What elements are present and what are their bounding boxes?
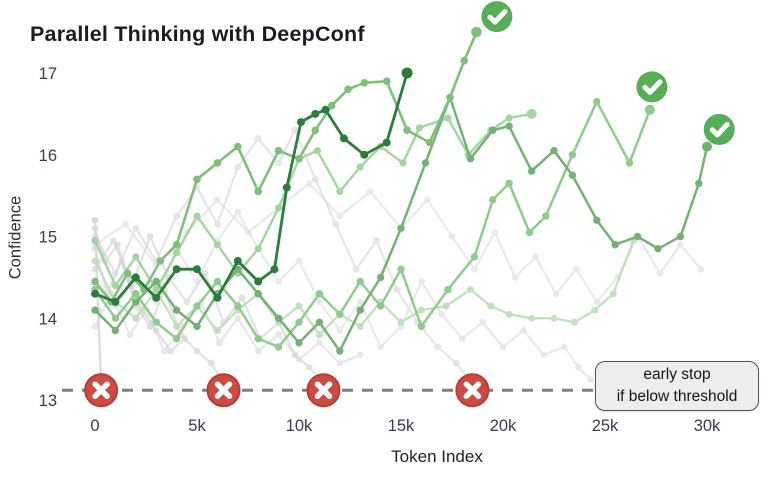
y-tick-label: 15 — [39, 229, 57, 247]
early-stop-x-icon — [455, 373, 490, 408]
green-trace-low — [91, 237, 638, 339]
green-trace-short — [91, 108, 537, 294]
y-tick-label: 17 — [39, 65, 57, 83]
success-check-icon — [481, 1, 513, 33]
early-stop-x-icon — [206, 373, 241, 408]
x-tick-label: 0 — [90, 417, 99, 435]
early-stop-x-icon — [84, 373, 119, 408]
x-axis-title: Token Index — [391, 447, 483, 466]
x-tick-label: 20k — [490, 417, 517, 435]
x-tick-label: 10k — [286, 417, 313, 435]
green-trace-check1 — [91, 26, 482, 306]
success-check-icon — [703, 113, 735, 145]
y-tick-label: 14 — [39, 310, 57, 328]
x-tick-label: 5k — [188, 417, 206, 435]
gray-trace-5 — [91, 208, 595, 383]
early-stop-x-icon — [306, 373, 341, 408]
green-trace-dark — [91, 67, 413, 306]
green-trace-check3 — [91, 93, 712, 355]
success-check-icon — [636, 71, 668, 103]
annotation-line-2: if below threshold — [616, 388, 738, 405]
y-tick-label: 16 — [39, 147, 57, 165]
green-trace-check2 — [91, 97, 655, 351]
annotation-line-1: early stop — [643, 366, 711, 384]
y-tick-label: 13 — [39, 392, 57, 410]
x-tick-label: 25k — [592, 417, 619, 435]
x-tick-label: 15k — [388, 417, 415, 435]
x-tick-label: 30k — [694, 417, 721, 435]
early-stop-annotation: early stop if below threshold — [595, 361, 759, 411]
chart-title: Parallel Thinking with DeepConf — [30, 22, 365, 46]
